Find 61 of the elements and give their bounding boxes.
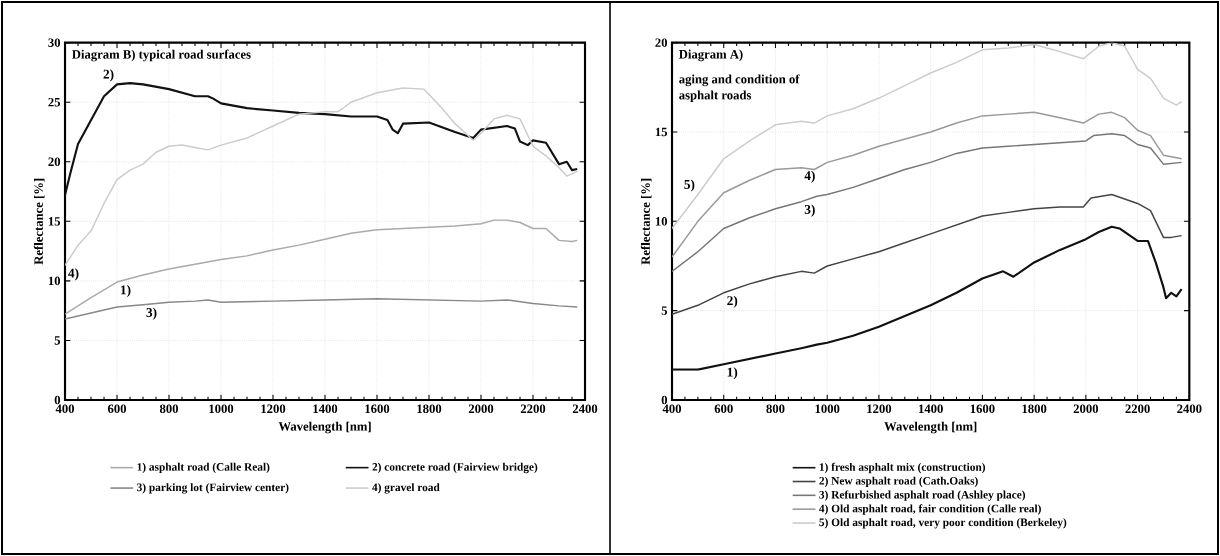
x-tick-label: 400 [662,404,682,414]
y-tick-label: 10 [655,217,668,226]
y-tick-label: 15 [655,127,668,137]
x-axis-title: Wavelength [nm] [278,421,371,434]
x-tick-label: 1400 [313,404,338,414]
x-axis-title: Wavelength [nm] [884,421,977,434]
y-tick-label: 25 [48,97,61,107]
x-tick-label: 2400 [1177,404,1202,414]
x-tick-label: 1600 [970,404,995,414]
annotation: 5) [684,179,695,192]
y-axis-title: Reflectance [%] [33,178,45,265]
legend-label: 4) gravel road [372,483,440,494]
text: aging and condition of asphalt roads [679,74,800,103]
x-tick-label: 1600 [365,404,390,414]
x-tick-label: 2000 [1073,404,1099,414]
y-tick-label: 15 [48,217,61,226]
legend-label: 1) fresh asphalt mix (construction) [819,462,986,474]
x-tick-label: 2200 [1125,404,1150,414]
x-tick-label: 2200 [520,404,546,414]
legend-label: 4) Old asphalt road, fair condition (Calle real) [819,504,1041,515]
y-tick-label: 5 [54,336,61,345]
line-series [672,42,1183,230]
y-tick-label: 10 [48,276,61,286]
x-tick-label: 1800 [417,404,442,414]
x-tick-label: 2400 [572,404,598,414]
annotation: 1) [727,367,738,380]
x-tick-label: 600 [107,404,127,414]
annotation: 4) [804,170,815,183]
line-series [65,87,578,267]
annotation: 3) [146,307,157,320]
legend-label: 5) Old asphalt road, very poor condition (Berkeley) [819,518,1067,529]
legend-label: 3) parking lot (Fairview center) [137,483,289,494]
y-tick-label: 5 [661,306,668,315]
text: Diagram A) [679,49,743,62]
x-tick-label: 800 [159,404,179,414]
x-tick-label: 400 [55,404,75,414]
y-axis-title: Reflectance [%] [640,178,652,265]
x-tick-label: 1000 [815,404,840,414]
x-tick-label: 800 [766,404,785,414]
x-tick-label: 2000 [468,404,494,414]
annotation: 2) [103,69,114,82]
y-tick-label: 0 [54,395,61,405]
annotation: 3) [804,204,815,217]
x-tick-label: 1200 [867,404,892,414]
x-tick-label: 1200 [261,404,286,414]
x-tick-label: 1000 [209,404,234,414]
y-tick-label: 20 [655,38,668,47]
legend-label: 2) concrete road (Fairview bridge) [372,462,538,474]
legend-label: 3) Refurbished asphalt road (Ashley place) [819,490,1026,501]
y-tick-label: 0 [661,395,668,405]
y-tick-label: 20 [48,157,61,167]
x-tick-label: 1800 [1022,404,1047,414]
text: Diagram B) typical road surfaces [72,49,251,62]
x-tick-label: 1400 [919,404,943,414]
annotation: 1) [121,284,131,298]
annotation: 4) [68,268,79,281]
annotation: 2) [727,295,738,308]
x-tick-label: 600 [714,404,733,414]
legend-label: 1) asphalt road (Calle Real) [137,462,270,474]
y-tick-label: 30 [48,38,61,47]
legend-label: 2) New asphalt road (Cath.Oaks) [819,476,978,487]
